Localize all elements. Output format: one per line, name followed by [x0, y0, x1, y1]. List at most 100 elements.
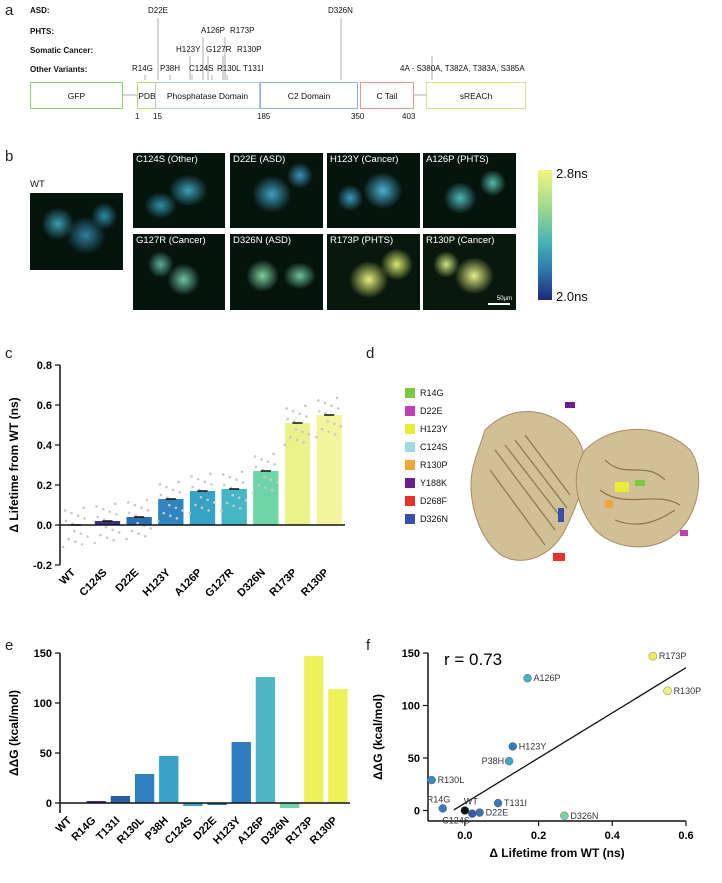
data-point	[133, 503, 137, 507]
data-point	[273, 463, 277, 466]
variant-c124s: C124S	[189, 64, 214, 73]
data-point	[125, 537, 128, 541]
data-point	[95, 505, 98, 508]
point-a126p	[523, 674, 532, 683]
data-point	[70, 511, 73, 515]
colorbar	[538, 170, 552, 300]
data-point	[79, 532, 83, 536]
flim-image-r173p: R173P (PHTS)	[327, 234, 420, 310]
data-point	[333, 433, 337, 436]
y-tick-label: 0.2	[37, 480, 52, 492]
point-label: H123Y	[519, 741, 547, 751]
data-point	[231, 493, 234, 497]
x-tick-label: 0.2	[531, 830, 546, 842]
category-phts: PHTS:	[30, 27, 54, 36]
bar-t131i	[110, 796, 131, 803]
legend-label: C124S	[420, 442, 448, 452]
data-point	[276, 481, 279, 484]
position-350: 350	[351, 112, 365, 121]
legend-swatch	[405, 424, 415, 434]
data-point	[251, 491, 255, 495]
panel-label-a: a	[5, 2, 14, 19]
data-point	[339, 425, 343, 428]
data-point	[191, 485, 194, 489]
data-point	[210, 483, 213, 486]
panel-label-c: c	[5, 345, 13, 362]
data-point	[126, 501, 130, 504]
data-point	[115, 513, 118, 516]
data-point	[178, 491, 181, 494]
data-point	[156, 519, 160, 523]
scale-bar	[488, 303, 510, 305]
x-tick-label: R173P	[267, 567, 299, 599]
data-point	[168, 503, 171, 507]
data-point	[63, 509, 67, 512]
data-point	[220, 509, 223, 513]
legend-d: R14G D22E H123Y C124S R130P Y188K D268F D326N	[405, 384, 448, 528]
data-point	[165, 485, 168, 489]
x-tick-label: 0.0	[457, 830, 472, 842]
data-point	[127, 511, 131, 515]
point-r173p	[648, 651, 658, 661]
correlation-annotation: r = 0.73	[444, 650, 502, 669]
legend-item: D268F	[405, 492, 448, 510]
flim-image-h123y: H123Y (Cancer)	[327, 153, 420, 228]
data-point	[112, 539, 115, 542]
x-tick-label: R130P	[308, 815, 340, 847]
data-point	[76, 514, 80, 518]
data-point	[146, 509, 150, 512]
y-tick-label: 0.8	[37, 360, 52, 372]
data-point	[149, 527, 153, 530]
data-point	[266, 460, 270, 464]
data-point	[83, 517, 86, 520]
bar-a126p	[255, 677, 276, 803]
panel-label-e: e	[5, 637, 14, 654]
variant-r173p: R173P	[230, 26, 255, 35]
bar-r173p	[304, 656, 324, 803]
structure-highlight-d268f	[553, 553, 565, 561]
data-point	[225, 501, 229, 505]
legend-label: R130P	[420, 460, 448, 470]
data-point	[108, 510, 112, 514]
variant-d22e: D22E	[148, 6, 169, 15]
image-label-wt: WT	[30, 179, 45, 190]
bar-h123y	[231, 742, 251, 803]
y-axis-label: ΔΔG (kcal/mol)	[371, 694, 385, 780]
x-tick-label: A126P	[172, 567, 204, 599]
data-point	[272, 452, 275, 456]
flim-image-c124s: C124S (Other)	[133, 153, 225, 228]
point-label: R130L	[438, 775, 465, 785]
colorbar-max: 2.8ns	[556, 166, 588, 181]
bar-r130l	[134, 774, 155, 803]
data-point	[291, 409, 295, 413]
structure-highlight-d22e	[680, 530, 688, 536]
chart-c: -0.2 0.0 0.2 0.4 0.6 0.8 WT C124S D22E H123Y A126P…	[7, 360, 345, 600]
bar-r130p	[328, 689, 348, 803]
x-tick-label: R130P	[299, 567, 331, 599]
bar-d326n	[253, 471, 279, 525]
data-point	[270, 489, 274, 492]
legend-item: D326N	[405, 510, 448, 528]
y-tick-label: 150	[34, 648, 52, 660]
data-point	[82, 506, 85, 510]
bar-r130p	[316, 415, 342, 525]
data-point	[158, 483, 162, 486]
data-point	[209, 472, 212, 476]
data-point	[263, 475, 266, 479]
data-point	[316, 399, 320, 402]
data-point	[232, 504, 235, 508]
data-point	[181, 509, 184, 512]
point-label: D22E	[486, 808, 509, 818]
legend-item: H123Y	[405, 420, 448, 438]
data-point	[238, 507, 242, 510]
structure-highlight-r14g	[635, 480, 645, 486]
bar-d22e	[126, 517, 152, 525]
data-point	[320, 427, 324, 431]
point-label: C124S	[442, 816, 470, 826]
y-tick-label: 50	[408, 753, 420, 765]
data-point	[145, 498, 149, 502]
y-tick-label: 0	[46, 798, 52, 810]
chart-f: 0 50 100 150 0.0 0.2 0.4 0.6 R173P R130P A126P H123…	[371, 648, 701, 860]
category-other: Other Variants:	[30, 65, 88, 74]
y-tick-label: 0.0	[37, 520, 52, 532]
